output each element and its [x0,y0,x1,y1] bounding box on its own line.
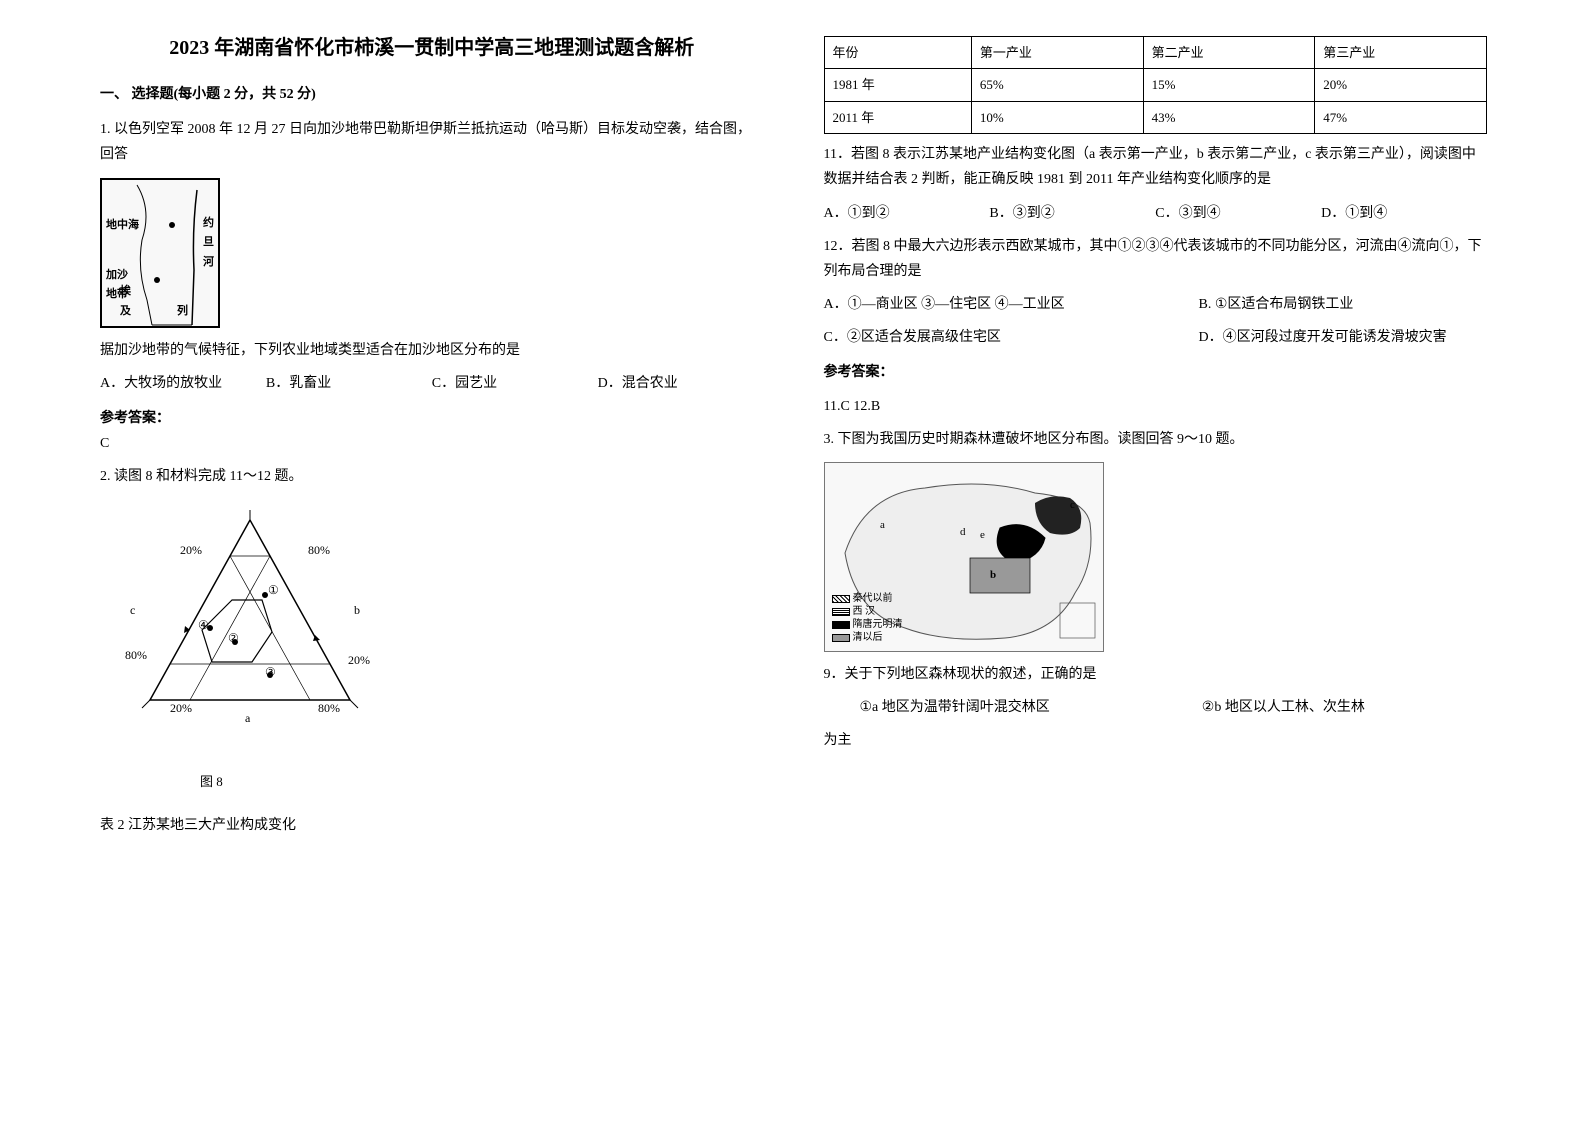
leg2: 西 汉 [853,605,876,618]
th-secondary: 第二产业 [1143,37,1315,69]
china-pt-a: a [880,519,885,531]
r2c2: 10% [971,101,1143,133]
tri-label-a: a [245,708,250,730]
q11-options: A．①到② B．③到② C．③到④ D．①到④ [824,201,1488,226]
r1c4: 20% [1315,69,1487,101]
china-pt-b: b [990,569,996,581]
q11-opt-c: C．③到④ [1155,201,1321,226]
tri-label-b: b [354,600,360,622]
q11-opt-d: D．①到④ [1321,201,1487,226]
q1-opt-d: D．混合农业 [598,371,764,396]
q9-l2: 为主 [824,728,1488,753]
china-pt-e: e [980,529,985,541]
china-legend: 秦代以前 西 汉 隋唐元明清 清以后 [830,590,905,646]
th-primary: 第一产业 [971,37,1143,69]
section-header: 一、 选择题(每小题 2 分，共 52 分) [100,82,764,107]
china-pt-d: d [960,526,966,538]
tri-tick-20b: 20% [348,650,370,672]
r1c3: 15% [1143,69,1315,101]
triangle-figure: 20% 80% 80% 20% 20% 80% c b a ① ② ③ ④ [120,500,380,760]
q11-opt-b: B．③到② [989,201,1155,226]
tri-pt-4: ④ [198,615,209,637]
tri-tick-20a: 20% [180,540,202,562]
q1-text: 1. 以色列空军 2008 年 12 月 27 日向加沙地带巴勒斯坦伊斯兰抵抗运… [100,117,764,167]
q12-opt-c: C．②区适合发展高级住宅区 [824,325,1199,350]
tri-tick-80c: 80% [318,698,340,720]
table-caption: 表 2 江苏某地三大产业构成变化 [100,813,764,838]
q12-text: 12．若图 8 中最大六边形表示西欧某城市，其中①②③④代表该城市的不同功能分区… [824,234,1488,284]
q1-subtext: 据加沙地带的气候特征，下列农业地域类型适合在加沙地区分布的是 [100,338,764,363]
th-year: 年份 [824,37,971,69]
answer-header-2: 参考答案： [824,360,1488,385]
q11-text: 11．若图 8 表示江苏某地产业结构变化图（a 表示第一产业，b 表示第二产业，… [824,142,1488,192]
r1c1: 1981 年 [824,69,971,101]
q3-intro: 3. 下图为我国历史时期森林遭破坏地区分布图。读图回答 9～10 题。 [824,427,1488,452]
r1c2: 65% [971,69,1143,101]
q1-answer: C [100,431,764,456]
th-tertiary: 第三产业 [1315,37,1487,69]
left-column: 2023 年湖南省怀化市柿溪一贯制中学高三地理测试题含解析 一、 选择题(每小题… [100,30,764,838]
q1112-answer: 11.C 12.B [824,394,1488,419]
q12-opt-b: B. ①区适合布局钢铁工业 [1199,292,1487,317]
q9-l1b: ②b 地区以人工林、次生林 [1202,695,1487,720]
r2c4: 47% [1315,101,1487,133]
china-pt-c: c [1070,499,1075,511]
q1-opt-c: C．园艺业 [432,371,598,396]
map1-figure: 地中海 加沙 地带 约 旦 河 列 埃 及 [100,178,220,328]
q2-intro: 2. 读图 8 和材料完成 11～12 题。 [100,464,764,489]
tri-tick-80b: 80% [125,645,147,667]
tri-tick-20c: 20% [170,698,192,720]
q9-text: 9．关于下列地区森林现状的叙述，正确的是 [824,662,1488,687]
q12-opt-a: A．①—商业区 ③—住宅区 ④—工业区 [824,292,1199,317]
leg3: 隋唐元明清 [853,618,903,631]
tri-pt-2: ② [228,628,239,650]
industry-table: 年份 第一产业 第二产业 第三产业 1981 年 65% 15% 20% 201… [824,36,1488,134]
china-map-figure: a b c d e 秦代以前 西 汉 隋唐元明清 清以后 [824,462,1104,652]
tri-pt-3: ③ [265,662,276,684]
q11-opt-a: A．①到② [824,201,990,226]
tri-tick-80a: 80% [308,540,330,562]
q1-opt-a: A．大牧场的放牧业 [100,371,266,396]
leg1: 秦代以前 [853,592,893,605]
q1-opt-b: B．乳畜业 [266,371,432,396]
answer-header-1: 参考答案： [100,406,764,431]
page-title: 2023 年湖南省怀化市柿溪一贯制中学高三地理测试题含解析 [100,30,764,66]
q9-l1a: ①a 地区为温带针阔叶混交林区 [860,695,1202,720]
triangle-caption: 图 8 [200,770,764,793]
tri-pt-1: ① [268,580,279,602]
leg4: 清以后 [853,631,883,644]
tri-label-c: c [130,600,135,622]
r2c1: 2011 年 [824,101,971,133]
right-column: 年份 第一产业 第二产业 第三产业 1981 年 65% 15% 20% 201… [824,30,1488,838]
r2c3: 43% [1143,101,1315,133]
q1-options: A．大牧场的放牧业 B．乳畜业 C．园艺业 D．混合农业 [100,371,764,396]
q12-opt-d: D．④区河段过度开发可能诱发滑坡灾害 [1199,325,1487,350]
